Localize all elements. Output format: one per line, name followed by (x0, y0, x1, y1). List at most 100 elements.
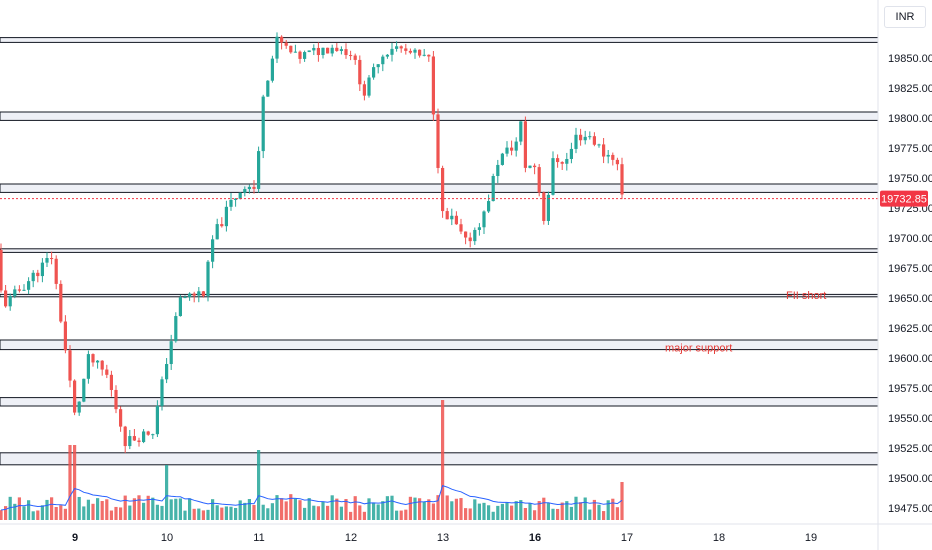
volume-bar (390, 495, 394, 520)
candle-body (441, 167, 445, 212)
candle-body (31, 272, 35, 282)
candle-body (206, 261, 210, 296)
zone-band (0, 397, 879, 407)
candle-body (312, 47, 316, 51)
candle-body (128, 436, 132, 447)
volume-bar (50, 497, 54, 520)
volume-bar (77, 496, 81, 520)
volume-bar (206, 509, 210, 520)
candle-body (372, 67, 376, 78)
volume-bar (606, 500, 610, 520)
candle-body (592, 136, 596, 145)
candle-body (390, 48, 394, 55)
candle-body (565, 158, 569, 164)
candle-body (482, 211, 486, 228)
candle-body (17, 289, 21, 291)
price-tick-label: 19675.00 (888, 263, 932, 275)
volume-bar (174, 498, 178, 520)
volume-bar (413, 497, 417, 520)
candle-body (68, 350, 72, 381)
candle-body (349, 55, 353, 57)
candle-body (316, 47, 320, 56)
candle-body (431, 56, 435, 115)
candle-body (63, 321, 67, 351)
candle-body (155, 405, 159, 435)
candle-body (229, 199, 233, 207)
candle-body (266, 80, 270, 97)
date-tick-label: 9 (72, 532, 78, 544)
volume-bar (36, 510, 40, 520)
candle-body (418, 49, 422, 56)
volume-bar (100, 501, 104, 520)
zone-annotation: major support (665, 343, 732, 355)
candle-body (620, 164, 624, 195)
candle-body (574, 134, 578, 149)
date-tick-label: 13 (437, 532, 449, 544)
candle-body (464, 231, 468, 238)
time-axis[interactable]: 9 10 11 12 13 16 17 18 19 (72, 532, 817, 544)
candle-body (109, 374, 113, 390)
volume-bar (372, 502, 376, 520)
candle-body (201, 291, 205, 296)
candle-body (59, 283, 63, 322)
candle-body (77, 401, 81, 413)
last-price-box (880, 190, 928, 207)
volume-bar (197, 508, 201, 520)
candle-body (330, 47, 334, 54)
candle-body (142, 431, 146, 443)
price-tick-label: 19800.00 (888, 113, 932, 125)
candle-body (243, 189, 247, 193)
candle-body (307, 50, 311, 53)
candle-body (119, 409, 123, 427)
candle-body (505, 147, 509, 154)
volume-bar (109, 510, 113, 520)
candle-body (556, 158, 560, 163)
volume-bar (261, 504, 265, 520)
zone-band (0, 452, 879, 466)
volume-bar (238, 500, 242, 520)
volume-bar (358, 505, 362, 520)
price-tick-label: 19575.00 (888, 383, 932, 395)
price-axis[interactable]: 19850.00 19825.00 19800.00 19775.00 19750.00… (888, 53, 932, 515)
volume-bar (344, 499, 348, 520)
volume-bar (569, 506, 573, 520)
candle-body (192, 293, 196, 296)
volume-bar (91, 503, 95, 520)
volume-bar (454, 498, 458, 520)
candle-body (519, 121, 523, 142)
candle-body (160, 379, 164, 406)
candle-body (50, 258, 54, 260)
volume-bar (27, 500, 31, 520)
volume-bar (611, 498, 615, 520)
volume-bar (551, 508, 555, 520)
volume-bar (142, 502, 146, 520)
volume-bar (556, 508, 560, 520)
price-tick-label: 19700.00 (888, 233, 932, 245)
candle-body (73, 380, 77, 413)
currency-button[interactable]: INR (884, 6, 926, 28)
candle-body (197, 291, 201, 296)
candle-body (165, 364, 169, 380)
volume-bar (335, 498, 339, 520)
volume-bar (275, 495, 279, 520)
volume-bar (602, 511, 606, 520)
volume-bar (468, 508, 472, 520)
candle-body (514, 141, 518, 151)
volume-bar (63, 508, 67, 520)
volume-bar (560, 502, 564, 520)
candle-body (399, 46, 403, 49)
candle-body (606, 154, 610, 157)
candle-body (491, 176, 495, 202)
volume-bar (537, 501, 541, 520)
candle-body (326, 47, 330, 54)
volume-bar (128, 505, 132, 520)
volume-bar (445, 495, 449, 520)
candle-body (588, 136, 592, 138)
volume-bar (82, 506, 86, 520)
candle-body (8, 295, 12, 307)
volume-bar (211, 499, 215, 520)
candle-body (560, 162, 564, 164)
volume-bar (298, 500, 302, 520)
volume-bar (119, 507, 123, 520)
